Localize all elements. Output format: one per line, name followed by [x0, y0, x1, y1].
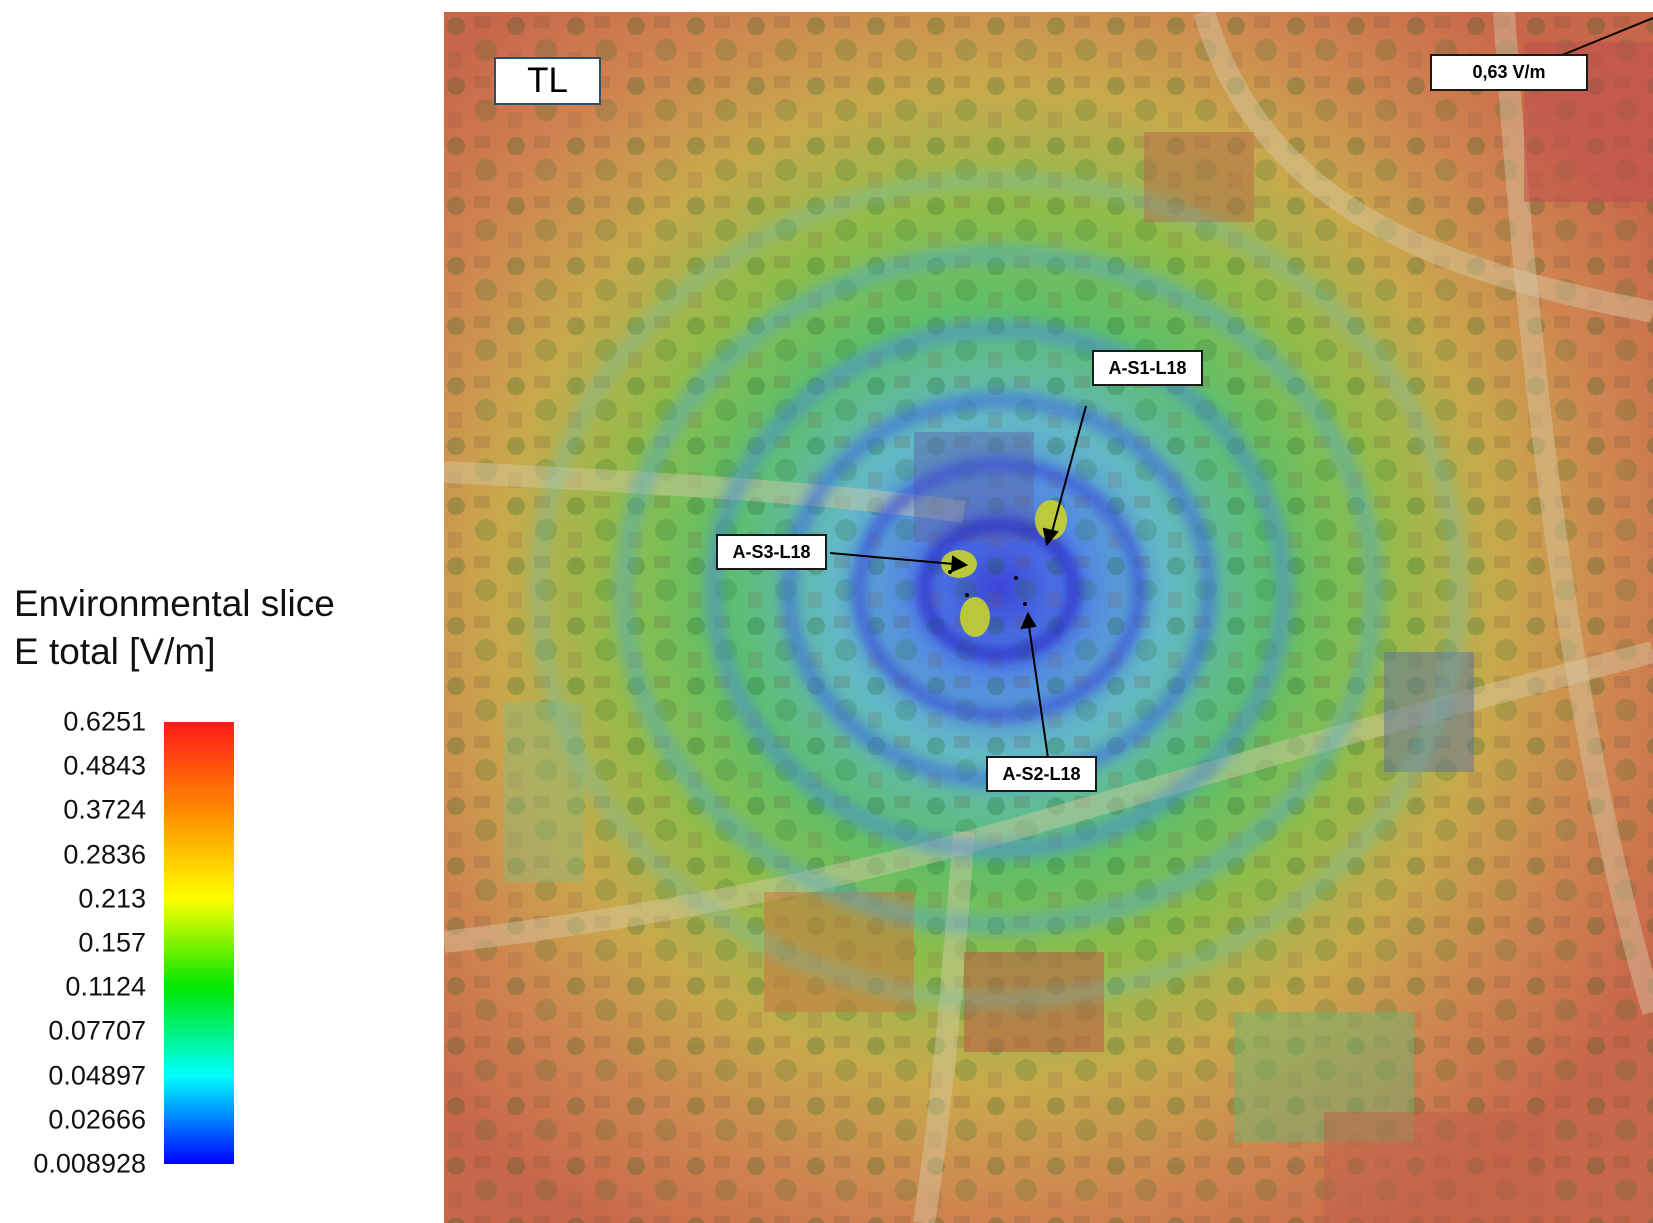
legend-tick-label: 0.008928: [33, 1148, 146, 1179]
antenna-label-s2: A-S2-L18: [986, 756, 1097, 792]
legend-title: Environmental slice E total [V/m]: [14, 580, 335, 676]
legend-tick-label: 0.07707: [48, 1015, 146, 1046]
antenna-marker-s2: [960, 597, 990, 637]
legend-tick-labels: 0.6251 0.4843 0.3724 0.2836 0.213 0.157 0.1124…: [0, 704, 146, 1179]
legend-tick-label: 0.02666: [48, 1104, 146, 1135]
legend-tick-label: 0.213: [78, 883, 146, 914]
legend-title-line1: Environmental slice: [14, 583, 335, 624]
legend-tick-label: 0.6251: [63, 706, 146, 737]
field-rings: [530, 171, 1468, 1009]
leader-arrows: [829, 17, 1653, 759]
legend-tick-label: 0.2836: [63, 839, 146, 870]
colorbar: [164, 722, 234, 1164]
legend-tick-label: 0.04897: [48, 1060, 146, 1091]
antenna-marker-s1: [1035, 500, 1067, 540]
panel-label: TL: [494, 57, 601, 105]
field-map: TL 0,63 V/m A-S1-L18 A-S3-L18 A-S2-L18: [444, 12, 1653, 1223]
field-map-canvas: [444, 12, 1653, 1223]
legend-tick-label: 0.4843: [63, 750, 146, 781]
max-field-label: 0,63 V/m: [1430, 54, 1588, 91]
legend-tick-label: 0.3724: [63, 794, 146, 825]
antenna-label-s1: A-S1-L18: [1092, 350, 1203, 386]
legend-tick-label: 0.157: [78, 927, 146, 958]
legend-tick-label: 0.1124: [65, 971, 146, 1002]
antenna-label-s3: A-S3-L18: [716, 534, 827, 570]
legend-title-line2: E total [V/m]: [14, 631, 216, 672]
